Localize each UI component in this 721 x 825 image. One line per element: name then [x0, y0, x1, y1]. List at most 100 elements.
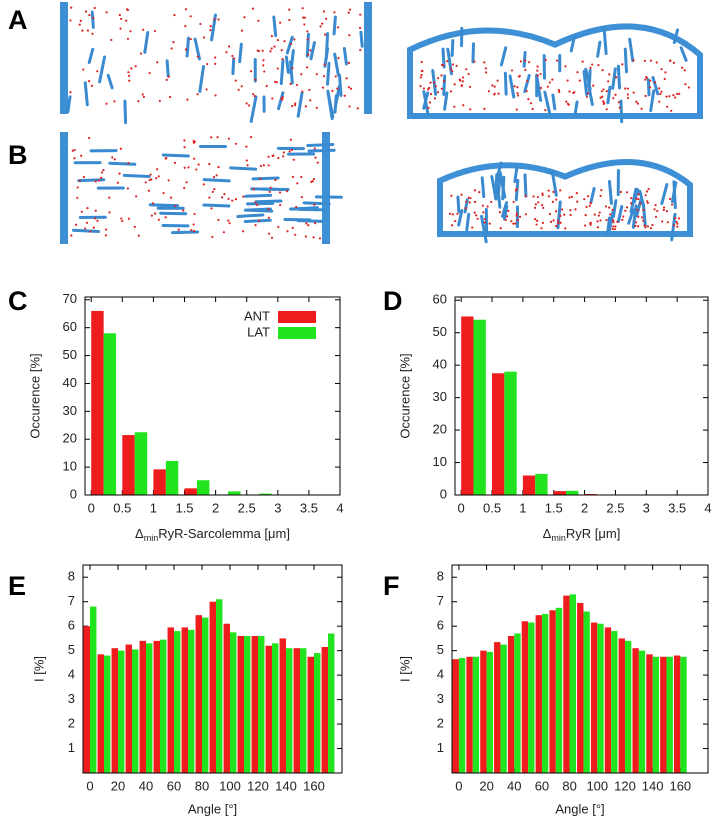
bar — [125, 644, 132, 773]
ryr-dot — [654, 215, 658, 219]
ryr-dot — [643, 59, 646, 63]
tubule — [123, 99, 128, 125]
y-tick-label: 5 — [437, 642, 444, 657]
bar — [103, 333, 117, 495]
x-tick-label: 40 — [139, 778, 153, 793]
ryr-dot — [151, 202, 155, 205]
ryr-dot — [92, 226, 95, 229]
ryr-dot — [289, 138, 292, 141]
tubule — [66, 95, 72, 114]
ryr-dot — [672, 94, 675, 97]
ryr-dot — [84, 227, 87, 230]
ryr-dot — [148, 71, 151, 75]
tubule — [87, 47, 95, 65]
ryr-dot — [646, 200, 649, 203]
ryr-dot — [96, 219, 99, 222]
ryr-dot — [71, 149, 74, 152]
ryr-dot — [211, 190, 214, 193]
y-tick-label: 10 — [63, 459, 77, 474]
tubule — [646, 78, 651, 97]
plot-frame — [82, 564, 343, 774]
tubule — [582, 69, 589, 96]
tubule — [272, 15, 278, 38]
ryr-dot — [559, 214, 562, 217]
ryr-dot — [348, 34, 351, 37]
ryr-dot — [612, 225, 615, 228]
ryr-dot — [79, 19, 82, 22]
ryr-dot — [184, 8, 188, 11]
bar — [553, 491, 567, 495]
x-tick-label: 140 — [642, 778, 664, 793]
ryr-dot — [325, 17, 328, 20]
membrane — [322, 132, 330, 244]
ryr-dot — [88, 136, 91, 140]
ryr-dot — [304, 235, 307, 238]
ryr-dot — [568, 196, 571, 199]
ryr-dot — [157, 218, 160, 221]
ryr-dot — [644, 226, 647, 229]
ryr-dot — [94, 217, 97, 220]
ryr-dot — [102, 168, 105, 172]
ryr-dot — [147, 189, 151, 192]
bar — [118, 650, 125, 773]
bar — [590, 622, 598, 773]
ryr-dot — [237, 88, 240, 91]
x-tick-label: 0 — [455, 778, 462, 793]
ryr-dot — [589, 66, 592, 69]
ryr-dot — [437, 77, 440, 80]
ryr-dot — [507, 209, 510, 213]
tubule — [422, 90, 430, 116]
ryr-dot — [186, 98, 189, 101]
ryr-dot — [637, 197, 640, 201]
ryr-dot — [108, 196, 111, 199]
ryr-dot — [604, 205, 608, 208]
legend-swatch — [278, 327, 316, 339]
bar — [569, 594, 576, 773]
ryr-dot — [104, 234, 108, 237]
ryr-dot — [465, 68, 468, 71]
ryr-dot — [127, 71, 130, 74]
bar — [321, 646, 328, 773]
y-tick-label: 10 — [433, 454, 447, 469]
ryr-dot — [309, 49, 312, 52]
ryr-dot — [554, 210, 558, 213]
ryr-dot — [536, 65, 539, 68]
ryr-dot — [144, 181, 147, 184]
ryr-dot — [73, 157, 76, 160]
ryr-dot — [464, 207, 467, 210]
plot-frame — [454, 296, 709, 496]
bar — [646, 654, 653, 773]
ryr-dot — [651, 223, 654, 227]
ryr-dot — [76, 186, 79, 189]
ryr-dot — [666, 105, 669, 108]
bar — [680, 656, 687, 773]
ryr-dot — [142, 95, 146, 99]
panel-letter: B — [8, 140, 28, 170]
tubule — [254, 199, 283, 204]
ryr-dot — [271, 97, 274, 100]
ryr-dot — [584, 214, 587, 217]
ryr-dot — [555, 224, 558, 228]
tubule — [480, 214, 488, 244]
ryr-dot — [105, 102, 108, 105]
x-tick-label: 100 — [586, 778, 608, 793]
bar — [104, 655, 111, 773]
label-text: RyR-Sarcolemma [μm] — [158, 526, 290, 541]
ryr-dot — [162, 191, 165, 195]
ryr-dot — [558, 90, 561, 94]
ryr-dot — [268, 190, 271, 193]
bar — [111, 648, 118, 773]
bar — [673, 655, 681, 773]
ryr-dot — [536, 195, 540, 199]
ryr-dot — [600, 90, 603, 93]
ryr-dot — [273, 45, 276, 48]
ryr-dot — [453, 105, 456, 108]
ryr-dot — [174, 204, 177, 208]
y-axis-label: I [%] — [397, 656, 412, 682]
ryr-dot — [644, 94, 647, 98]
ryr-dot — [267, 216, 270, 219]
bar — [83, 626, 90, 773]
ryr-dot — [653, 208, 656, 211]
bar — [500, 644, 507, 773]
bar — [97, 654, 104, 773]
